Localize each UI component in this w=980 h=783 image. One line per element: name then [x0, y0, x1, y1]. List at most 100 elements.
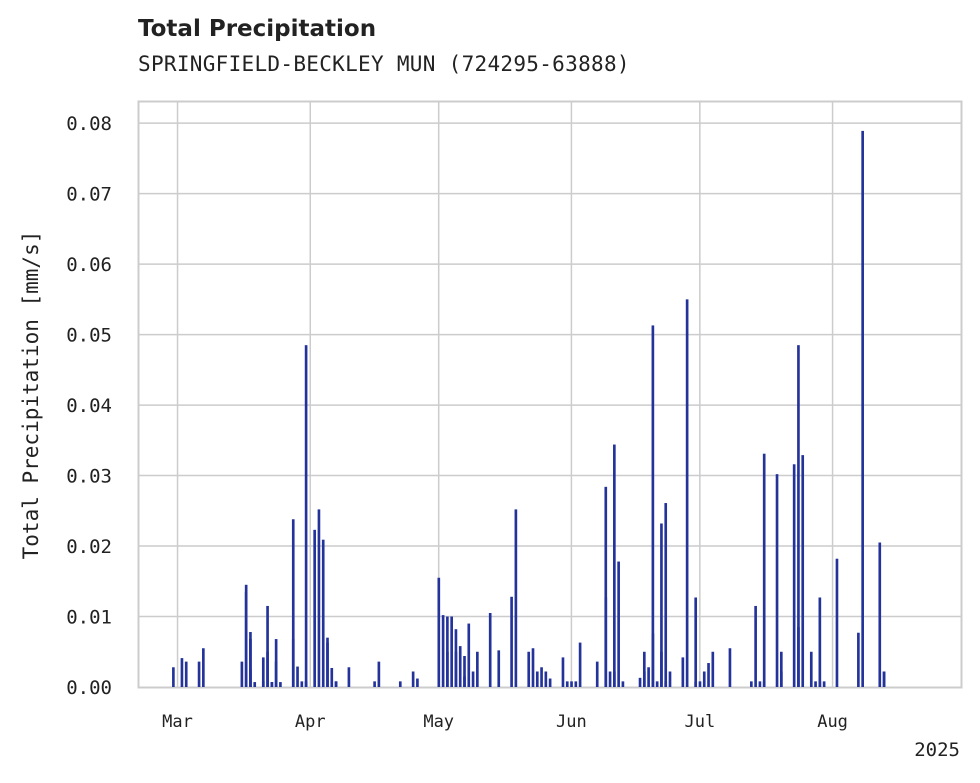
precipitation-bar — [698, 681, 702, 687]
precipitation-bar — [411, 671, 415, 687]
precipitation-bar — [476, 651, 479, 687]
x-tick-label: May — [423, 712, 454, 732]
precipitation-bar — [296, 666, 299, 687]
bar-series — [172, 130, 886, 687]
precipitation-bar — [458, 646, 462, 687]
precipitation-bar — [694, 597, 698, 687]
precipitation-bar — [450, 616, 453, 687]
precipitation-bar — [822, 681, 826, 687]
precipitation-bar — [330, 667, 334, 687]
precipitation-bar — [642, 671, 646, 687]
y-tick-label: 0.06 — [66, 254, 112, 276]
precipitation-bar — [244, 584, 248, 687]
precipitation-bar — [291, 519, 295, 687]
precipitation-bar — [660, 523, 663, 687]
precipitation-bar — [373, 681, 376, 687]
precipitation-bar — [664, 503, 668, 687]
precipitation-bar — [274, 661, 278, 687]
y-tick-label: 0.03 — [66, 466, 112, 488]
precipitation-bar — [326, 642, 329, 687]
chart-title: Total Precipitation — [138, 16, 377, 42]
precipitation-bar — [347, 667, 351, 687]
precipitation-bar — [814, 681, 817, 687]
precipitation-bar — [535, 671, 539, 687]
precipitation-bar — [681, 657, 685, 687]
precipitation-bar — [266, 605, 269, 687]
precipitation-bar — [398, 681, 402, 687]
x-tick-labels: Mar Apr May Jun Jul Aug — [162, 712, 848, 732]
precipitation-bar — [548, 678, 552, 687]
precipitation-bar — [446, 651, 449, 687]
x-tick-label: Aug — [817, 712, 848, 732]
precipitation-bar — [857, 632, 860, 687]
precipitation-bar — [184, 661, 188, 687]
precipitation-bar — [702, 671, 706, 687]
precipitation-bar — [613, 444, 616, 687]
precipitation-bar — [266, 651, 269, 687]
precipitation-bar — [416, 678, 419, 687]
x-tick-label: Mar — [162, 712, 193, 732]
precipitation-bar — [638, 677, 642, 687]
precipitation-bar — [561, 657, 565, 687]
precipitation-bar — [240, 661, 244, 687]
precipitation-bar — [754, 605, 757, 687]
precipitation-bar — [728, 648, 732, 687]
x-tick-label: Jul — [684, 712, 715, 732]
precipitation-bar — [172, 667, 175, 687]
precipitation-bar — [270, 682, 274, 687]
precipitation-bar — [321, 539, 325, 687]
precipitation-bar — [608, 671, 612, 687]
precipitation-bar — [668, 671, 672, 687]
y-tick-label: 0.08 — [66, 113, 112, 135]
precipitation-bar — [779, 651, 783, 687]
precipitation-bar — [655, 681, 659, 687]
precipitation-bar — [861, 130, 864, 687]
precipitation-bar — [595, 661, 599, 687]
precipitation-bar — [317, 509, 321, 687]
y-tick-label: 0.02 — [66, 536, 112, 558]
precipitation-bar — [762, 453, 766, 687]
precipitation-bar — [574, 681, 578, 687]
precipitation-bar — [565, 681, 569, 687]
precipitation-bar — [818, 597, 822, 687]
precipitation-bar — [685, 299, 689, 687]
y-axis-label: Total Precipitation [mm/s] — [19, 231, 43, 560]
precipitation-bar — [334, 681, 338, 687]
x-tick-label: Apr — [295, 712, 326, 732]
precipitation-bar — [510, 596, 513, 687]
precipitation-bar — [249, 669, 252, 687]
year-label: 2025 — [914, 739, 960, 761]
precipitation-bar — [604, 486, 608, 687]
precipitation-bar — [437, 577, 441, 687]
precipitation-bar — [801, 455, 805, 687]
x-tick-label: Jun — [556, 712, 587, 732]
precipitation-bar — [527, 651, 531, 687]
precipitation-bar — [531, 648, 535, 687]
precipitation-bar — [471, 671, 475, 687]
precipitation-bar — [809, 651, 813, 687]
precipitation-bar — [651, 325, 655, 687]
precipitation-bar — [304, 345, 308, 687]
precipitation-bar — [647, 667, 650, 687]
precipitation-bar — [202, 648, 205, 687]
precipitation-bar — [882, 671, 886, 687]
precipitation-bar — [463, 655, 466, 687]
precipitation-bar — [180, 658, 184, 687]
precipitation-bar — [651, 633, 655, 687]
precipitation-bar — [253, 682, 257, 687]
precipitation-bar — [463, 676, 466, 687]
precipitation-bar — [617, 561, 620, 687]
precipitation-bar — [797, 345, 800, 687]
y-tick-label: 0.07 — [66, 184, 112, 206]
y-tick-label: 0.05 — [66, 325, 112, 347]
precipitation-bar — [758, 681, 762, 687]
precipitation-bar — [762, 681, 766, 687]
precipitation-bar — [249, 639, 252, 687]
precipitation-bar — [779, 671, 783, 687]
precipitation-bar — [540, 667, 543, 687]
chart-subtitle: SPRINGFIELD-BECKLEY MUN (724295-63888) — [138, 52, 630, 76]
precipitation-bar — [300, 681, 304, 687]
precipitation-bar — [604, 597, 608, 687]
precipitation-bar — [497, 650, 501, 687]
